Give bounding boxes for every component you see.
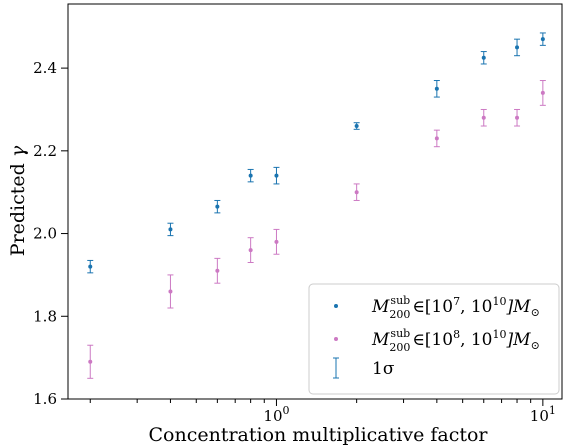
y-tick-label: 1.8 xyxy=(33,307,57,325)
legend-label-series-2: M200sub ∈[108, 1010]M⊙ xyxy=(371,327,540,354)
data-series xyxy=(87,32,546,379)
data-point xyxy=(481,115,486,120)
data-point xyxy=(215,204,220,209)
legend: M200sub ∈[107, 1010]M⊙ M200sub ∈[108, 1010… xyxy=(308,283,560,395)
x-axis-ticks: 100 101 xyxy=(263,399,556,425)
data-point xyxy=(88,359,93,364)
data-point xyxy=(515,45,520,50)
legend-label-errorbar: 1σ xyxy=(372,359,395,379)
data-point xyxy=(354,190,359,195)
y-axis-ticks: 1.6 1.8 2.0 2.2 2.4 xyxy=(33,59,68,408)
series-1 xyxy=(87,32,546,274)
data-point xyxy=(515,115,520,120)
x-tick-label: 101 xyxy=(530,404,556,425)
y-tick-label: 1.6 xyxy=(33,390,57,408)
legend-marker-series-2 xyxy=(334,337,338,341)
legend-box xyxy=(308,283,560,395)
x-axis-label: Concentration multiplicative factor xyxy=(148,424,488,446)
x-tick-label: 100 xyxy=(263,404,289,425)
data-point xyxy=(274,239,279,244)
data-point xyxy=(434,136,439,141)
data-point xyxy=(540,90,545,95)
data-point xyxy=(354,124,359,129)
data-point xyxy=(248,173,253,178)
y-tick-label: 2.4 xyxy=(33,59,57,77)
data-point xyxy=(434,86,439,91)
y-tick-label: 2.2 xyxy=(33,142,57,160)
data-point xyxy=(168,227,173,232)
plot-frame xyxy=(67,3,563,400)
data-point xyxy=(274,173,279,178)
data-point xyxy=(215,268,220,273)
data-point xyxy=(481,55,486,60)
data-point xyxy=(540,37,545,42)
legend-marker-errorbar xyxy=(333,357,339,379)
series-2 xyxy=(87,80,546,379)
data-point xyxy=(88,264,93,269)
legend-label-series-1: M200sub ∈[107, 1010]M⊙ xyxy=(371,294,540,321)
data-point xyxy=(168,289,173,294)
y-axis-label: Predicted γ xyxy=(7,145,29,256)
data-point xyxy=(248,248,253,253)
legend-marker-series-1 xyxy=(334,304,338,308)
y-tick-label: 2.0 xyxy=(33,225,57,243)
x-minor-ticks xyxy=(89,399,532,403)
